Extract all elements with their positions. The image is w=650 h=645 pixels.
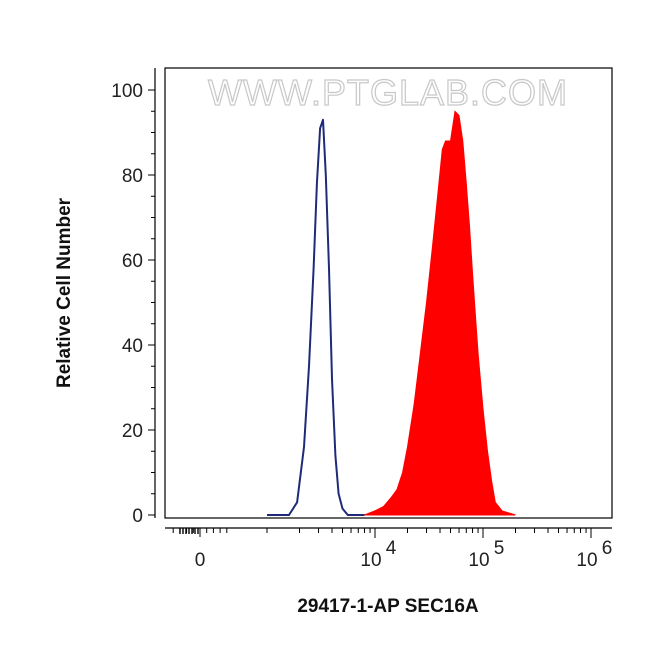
y-axis: 0 20 40 60 80 100 [111, 68, 156, 527]
y-tick-label: 80 [122, 166, 143, 187]
x-tick-exponent: 4 [386, 538, 397, 559]
y-tick-label: 60 [122, 251, 143, 272]
watermark-text: WWW.PTGLAB.COM [208, 72, 568, 113]
x-tick-label: 10 [468, 550, 489, 571]
x-tick-exponent: 6 [602, 538, 613, 559]
series-0-outline-histogram [267, 118, 365, 516]
plot-frame [164, 67, 613, 519]
y-tick-label: 40 [122, 336, 143, 357]
y-tick-label: 100 [111, 81, 143, 102]
x-tick-label: 10 [360, 550, 381, 571]
series-1-filled-histogram [364, 110, 516, 516]
x-axis-title: 29417-1-AP SEC16A [297, 596, 479, 617]
y-tick-label: 20 [122, 421, 143, 442]
x-tick-exponent: 5 [494, 538, 505, 559]
x-tick-label: 10 [576, 550, 597, 571]
series-layer [267, 110, 516, 516]
y-tick-label: 0 [132, 506, 143, 527]
x-tick-label: 0 [195, 550, 206, 571]
y-axis-title: Relative Cell Number [54, 197, 75, 388]
